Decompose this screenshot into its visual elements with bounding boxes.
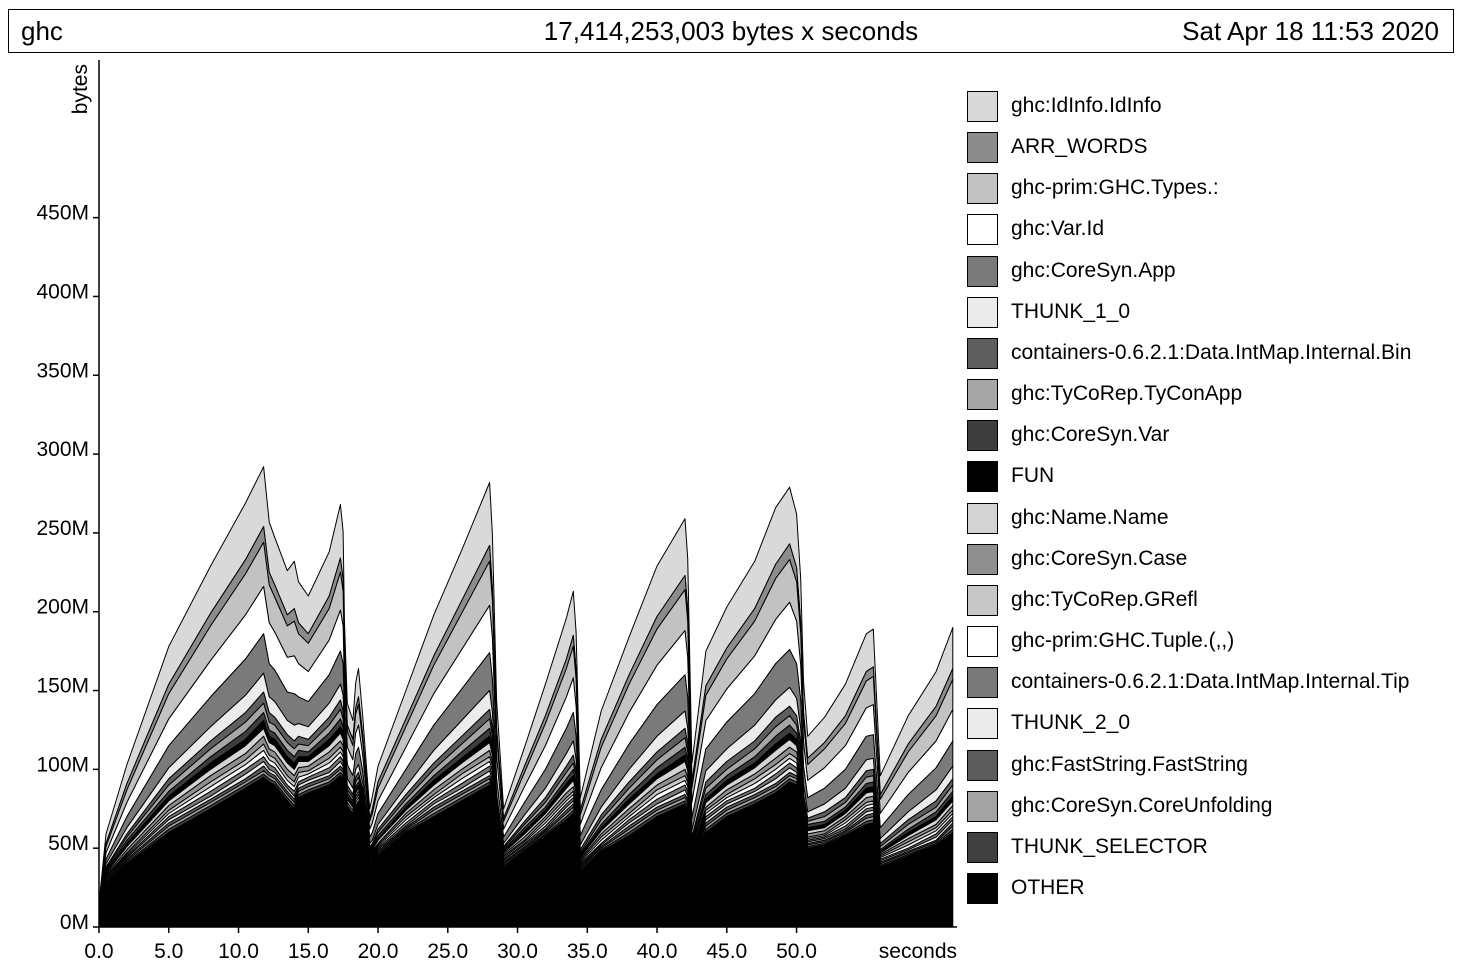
legend: ghc:IdInfo.IdInfo ARR_WORDS ghc-prim:GHC.T… [967, 89, 1457, 912]
legend-swatch [967, 502, 998, 534]
x-tick-label: 45.0 [706, 940, 747, 963]
legend-swatch [967, 461, 998, 493]
legend-item: ghc-prim:GHC.Tuple.(,,) [967, 624, 1457, 665]
legend-swatch [967, 872, 998, 904]
total-bytes-seconds: 17,414,253,003 bytes x seconds [543, 16, 919, 46]
legend-swatch [967, 337, 998, 369]
legend-item: OTHER [967, 871, 1457, 912]
legend-label: OTHER [1011, 875, 1085, 899]
x-tick-label: 5.0 [154, 940, 183, 963]
legend-label: ghc-prim:GHC.Tuple.(,,) [1011, 629, 1235, 653]
legend-item: ghc:CoreSyn.Case [967, 542, 1457, 583]
legend-label: ghc:IdInfo.IdInfo [1011, 94, 1162, 117]
y-tick-label: 450M [36, 202, 89, 225]
legend-item: THUNK_1_0 [967, 295, 1457, 336]
legend-swatch [967, 420, 998, 452]
legend-swatch [967, 132, 998, 164]
legend-item: ghc:CoreSyn.App [967, 254, 1457, 295]
x-tick-label: 30.0 [497, 940, 538, 963]
stacked-area-layers [98, 466, 954, 928]
x-tick-label: 25.0 [427, 940, 468, 963]
chart-header: ghc 17,414,253,003 bytes x seconds Sat A… [8, 9, 1454, 53]
legend-swatch [967, 749, 998, 781]
x-tick-label: 20.0 [358, 940, 399, 963]
legend-label: ghc-prim:GHC.Types.: [1011, 176, 1219, 200]
legend-swatch [967, 831, 998, 863]
legend-item: containers-0.6.2.1:Data.IntMap.Internal.… [967, 665, 1457, 706]
legend-item: ghc:TyCoRep.TyConApp [967, 377, 1457, 418]
legend-label: containers-0.6.2.1:Data.IntMap.Internal.… [1011, 340, 1412, 364]
y-tick-label: 300M [36, 438, 89, 461]
legend-label: ghc:CoreSyn.Case [1011, 546, 1188, 570]
y-tick-label: 200M [36, 596, 89, 619]
legend-item: FUN [967, 459, 1457, 500]
legend-swatch [967, 708, 998, 740]
legend-item: THUNK_2_0 [967, 706, 1457, 747]
x-tick-label: 35.0 [567, 940, 608, 963]
legend-label: ghc:TyCoRep.TyConApp [1011, 382, 1243, 406]
legend-swatch [967, 379, 998, 411]
x-axis-title: seconds [879, 940, 957, 963]
x-tick-label: 0.0 [84, 940, 113, 963]
legend-swatch [967, 543, 998, 575]
legend-swatch [967, 296, 998, 328]
legend-swatch [967, 790, 998, 822]
x-tick-label: 40.0 [637, 940, 678, 963]
x-tick-label: 10.0 [218, 940, 259, 963]
legend-label: containers-0.6.2.1:Data.IntMap.Internal.… [1011, 670, 1410, 694]
y-tick-label: 150M [36, 675, 89, 698]
legend-label: THUNK_2_0 [1011, 711, 1131, 735]
legend-swatch [967, 255, 998, 287]
legend-label: ghc:TyCoRep.GRefl [1011, 587, 1198, 611]
legend-label: ARR_WORDS [1011, 135, 1148, 159]
legend-swatch [967, 214, 998, 246]
program-name: ghc [21, 16, 63, 46]
legend-swatch [967, 173, 998, 205]
y-axis-title: bytes [69, 64, 92, 114]
run-date: Sat Apr 18 11:53 2020 [1182, 16, 1439, 46]
legend-label: ghc:FastString.FastString [1011, 752, 1248, 776]
legend-item: ghc:FastString.FastString [967, 748, 1457, 789]
legend-label: ghc:Name.Name [1011, 505, 1169, 529]
legend-item: THUNK_SELECTOR [967, 830, 1457, 871]
legend-item: ghc:Var.Id [967, 212, 1457, 253]
y-tick-label: 50M [48, 832, 89, 855]
legend-item: ARR_WORDS [967, 130, 1457, 171]
legend-label: ghc:CoreSyn.App [1011, 258, 1176, 282]
y-tick-label: 400M [36, 280, 89, 303]
legend-swatch [967, 91, 998, 122]
legend-swatch [967, 626, 998, 658]
legend-item: ghc:TyCoRep.GRefl [967, 583, 1457, 624]
x-tick-label: 15.0 [288, 940, 329, 963]
legend-swatch [967, 584, 998, 616]
legend-item: ghc-prim:GHC.Types.: [967, 171, 1457, 212]
legend-label: ghc:CoreSyn.CoreUnfolding [1011, 793, 1273, 817]
y-tick-label: 0M [60, 911, 89, 934]
heap-profile-chart: 0M 50M 100M 150M 200M 250M 300M 350M 400M 450M 0.0… [36, 60, 957, 963]
chart-axes: 0M 50M 100M 150M 200M 250M 300M 350M 400M 450M 0.0… [36, 60, 957, 963]
legend-label: ghc:Var.Id [1011, 217, 1105, 241]
x-tick-label: 50.0 [776, 940, 817, 963]
legend-item: ghc:Name.Name [967, 501, 1457, 542]
legend-label: THUNK_1_0 [1011, 299, 1131, 323]
legend-label: ghc:CoreSyn.Var [1011, 423, 1170, 447]
y-tick-label: 250M [36, 517, 89, 540]
legend-swatch [967, 667, 998, 699]
legend-item: ghc:CoreSyn.CoreUnfolding [967, 789, 1457, 830]
legend-label: FUN [1011, 464, 1055, 488]
legend-item: ghc:CoreSyn.Var [967, 418, 1457, 459]
y-tick-label: 350M [36, 359, 89, 382]
y-tick-label: 100M [36, 753, 89, 776]
legend-item: ghc:IdInfo.IdInfo [967, 89, 1457, 130]
legend-item: containers-0.6.2.1:Data.IntMap.Internal.… [967, 336, 1457, 377]
legend-label: THUNK_SELECTOR [1011, 834, 1208, 858]
